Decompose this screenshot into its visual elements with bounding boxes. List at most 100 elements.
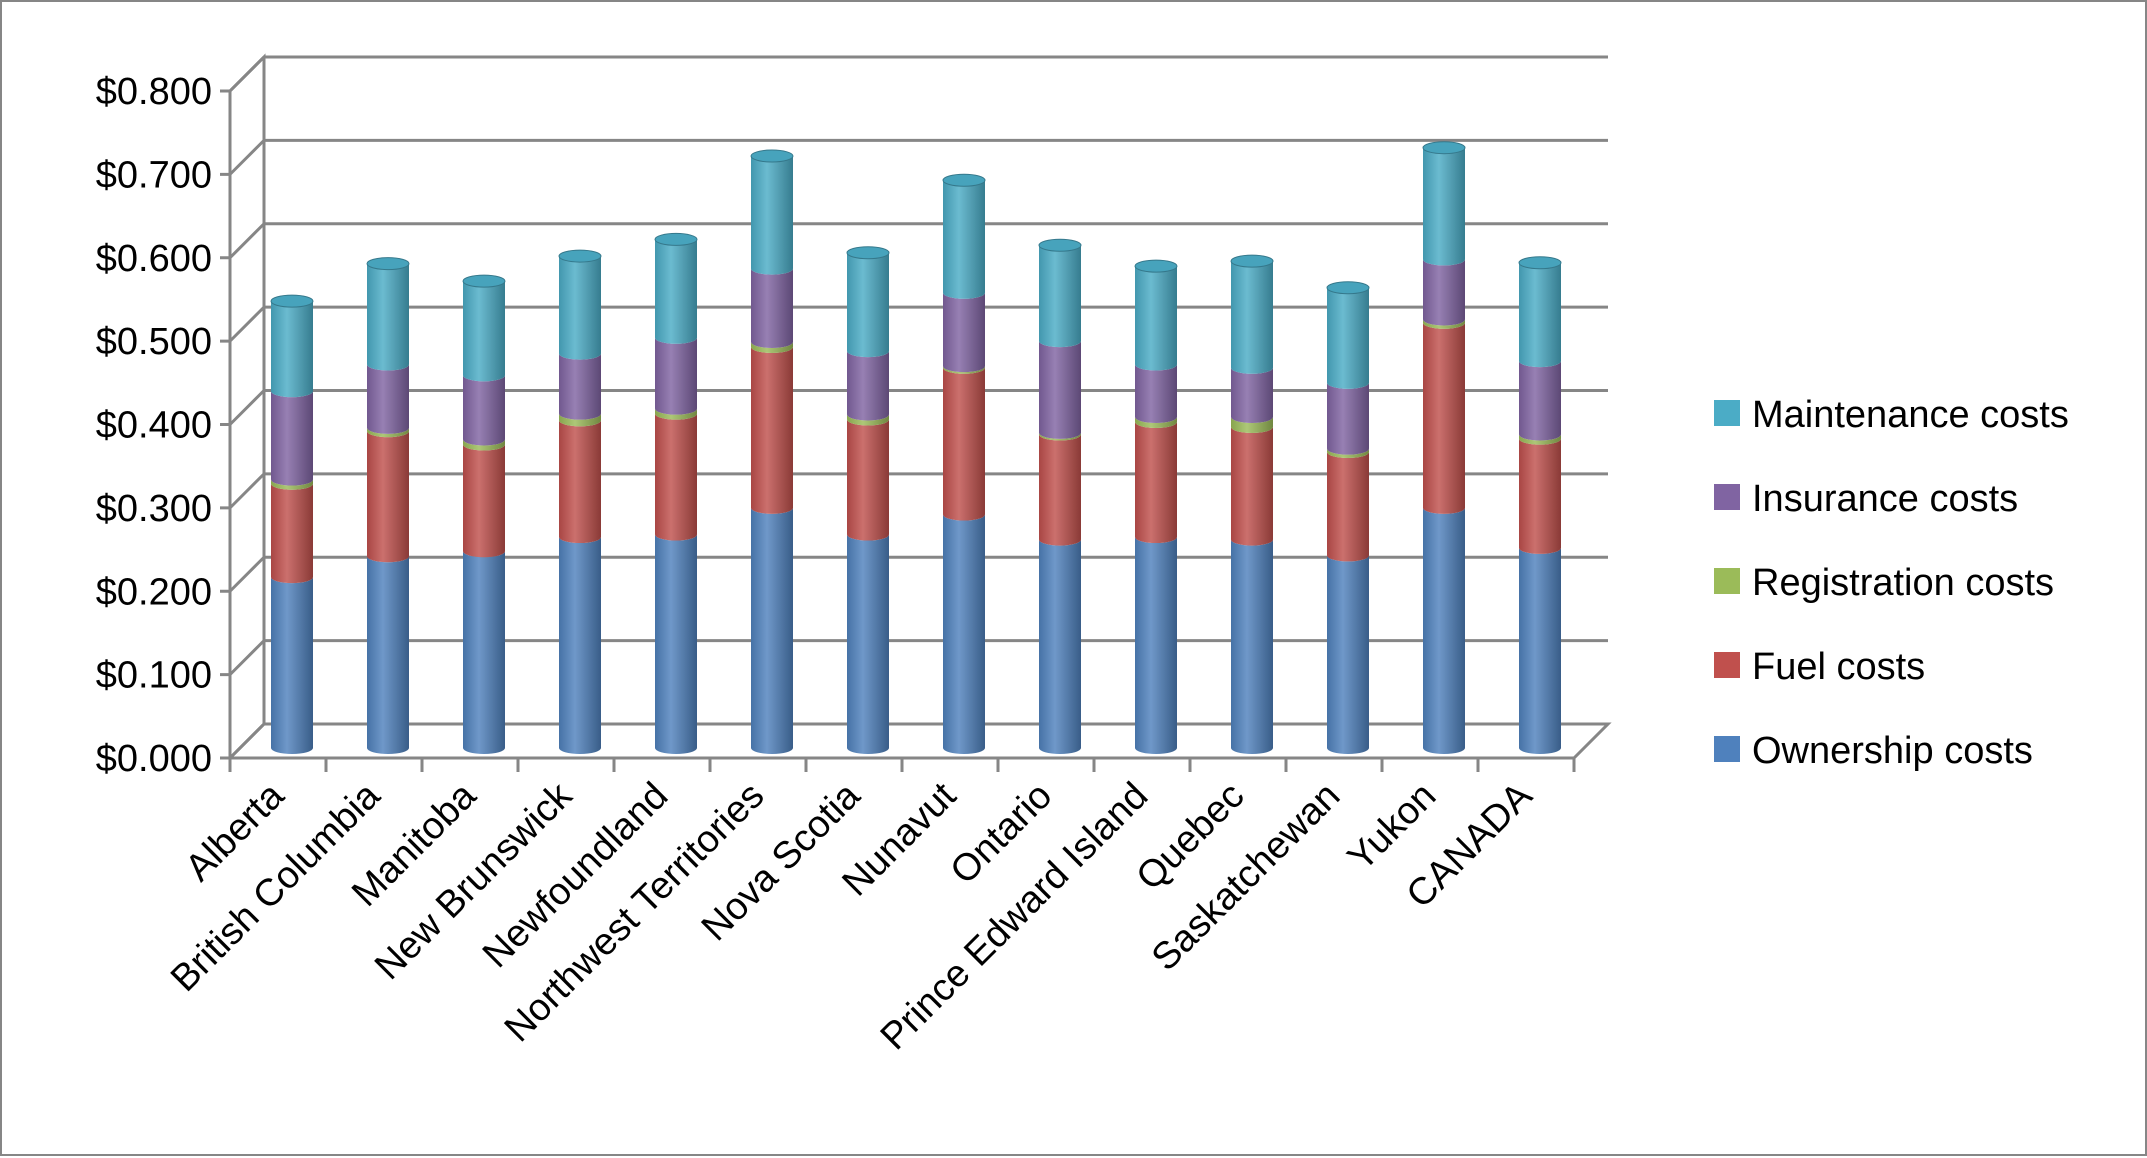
legend-swatch <box>1714 400 1740 426</box>
bar-stack <box>1230 254 1274 754</box>
bar-segment <box>847 534 889 754</box>
bar-cap <box>1518 256 1562 270</box>
bar-segment <box>943 292 985 373</box>
bar-stack <box>654 232 698 754</box>
legend-label: Maintenance costs <box>1752 394 2069 436</box>
gridline-side <box>228 389 266 426</box>
bar-stack <box>462 274 506 754</box>
bar-segment <box>1135 422 1177 544</box>
bar-stack <box>750 149 794 754</box>
bar-segment <box>1135 537 1177 754</box>
legend-swatch <box>1714 568 1740 594</box>
bar-segment <box>655 337 697 415</box>
y-axis: $0.000 $0.100 $0.200 $0.300 $0.400 $0.500 $0.6… <box>96 71 232 780</box>
bar-segment <box>1327 448 1369 459</box>
bar-segment <box>655 408 697 420</box>
bar-stack <box>1326 281 1370 754</box>
bar-segment <box>1423 322 1465 514</box>
bar-segment <box>559 413 601 427</box>
gridline-side <box>228 472 266 509</box>
bar-segment <box>847 351 889 421</box>
bar-segment <box>1039 434 1081 546</box>
bar-cap <box>846 246 890 260</box>
bar-segment <box>463 439 505 451</box>
legend-item: Insurance costs <box>1714 478 2018 520</box>
y-tick-label: $0.800 <box>96 71 212 113</box>
bar-segment <box>1135 417 1177 429</box>
gridline-side <box>228 306 266 343</box>
bar-segment <box>367 427 409 438</box>
bar-cap <box>942 173 986 187</box>
bar-segment <box>559 420 601 544</box>
floor <box>226 722 1612 760</box>
bar-segment <box>1039 432 1081 441</box>
bar-cap <box>270 294 314 308</box>
bar-segment <box>847 414 889 426</box>
gridline-side <box>228 556 266 593</box>
legend-label: Ownership costs <box>1752 730 2033 772</box>
bar-segment <box>271 483 313 584</box>
legend-label: Fuel costs <box>1752 646 1925 688</box>
bar-segment <box>1423 259 1465 326</box>
legend-label: Registration costs <box>1752 562 2054 604</box>
bar-segment <box>1519 262 1561 368</box>
bar-segment <box>271 479 313 490</box>
legend-swatch <box>1714 484 1740 510</box>
bar-segment <box>751 507 793 754</box>
bar-segment <box>1039 341 1081 439</box>
bar-segment <box>1519 438 1561 554</box>
bar-segment <box>1423 147 1465 266</box>
bar-segment <box>655 239 697 344</box>
bar-cap <box>1038 238 1082 252</box>
bar-segment <box>943 180 985 299</box>
bar-segment <box>559 256 601 360</box>
legend: Maintenance costs Insurance costs Registra… <box>1714 394 2069 772</box>
bar-segment <box>367 364 409 434</box>
y-tick-label: $0.600 <box>96 238 212 280</box>
bar-segment <box>463 551 505 754</box>
bar-segment <box>751 156 793 275</box>
bar-cap <box>654 232 698 246</box>
y-tick-label: $0.200 <box>96 571 212 613</box>
bar-stack <box>846 246 890 754</box>
gridline-side <box>228 55 266 93</box>
chart-walls <box>226 53 1612 762</box>
bar-stack <box>942 173 986 754</box>
bar-segment <box>847 419 889 541</box>
bar-cap <box>366 257 410 271</box>
bar-stack <box>1134 259 1178 754</box>
bar-segment <box>1519 434 1561 445</box>
bar-segment <box>1135 266 1177 371</box>
bar-segment <box>1519 547 1561 754</box>
bar-cap <box>1326 281 1370 295</box>
bar-segment <box>367 431 409 563</box>
y-tick-label: $0.300 <box>96 488 212 530</box>
bar-cap <box>750 149 794 163</box>
legend-swatch <box>1714 736 1740 762</box>
bar-segment <box>943 367 985 521</box>
bar-segment <box>1231 417 1273 434</box>
bar-stack <box>270 294 314 754</box>
y-tick-label: $0.400 <box>96 405 212 447</box>
bar-segment <box>847 252 889 358</box>
bar-segment <box>655 534 697 754</box>
bar-segment <box>1231 367 1273 424</box>
bar-segment <box>1327 452 1369 562</box>
bar-stack <box>366 257 410 754</box>
bar-segment <box>559 537 601 754</box>
gridlines <box>228 55 1608 676</box>
bar-segment <box>367 556 409 754</box>
legend-item: Registration costs <box>1714 562 2054 604</box>
bar-cap <box>1230 254 1274 268</box>
bar-segment <box>1519 361 1561 441</box>
bar-segment <box>1039 539 1081 754</box>
bar-segment <box>1135 364 1177 424</box>
bar-segment <box>463 281 505 382</box>
bar-segment <box>1039 245 1081 348</box>
gridline-side <box>228 139 266 176</box>
legend-label: Insurance costs <box>1752 478 2018 520</box>
y-tick-label: $0.100 <box>96 655 212 697</box>
bar-segment <box>751 341 793 353</box>
